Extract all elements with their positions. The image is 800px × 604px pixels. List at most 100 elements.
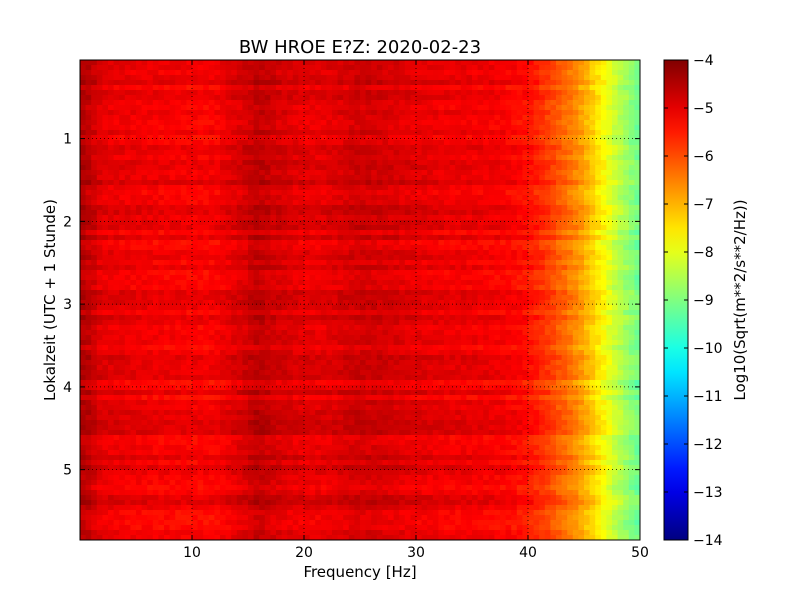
heatmap-cell bbox=[539, 65, 546, 71]
heatmap-cell bbox=[550, 225, 557, 231]
heatmap-cell bbox=[477, 80, 484, 86]
heatmap-cell bbox=[214, 105, 221, 111]
heatmap-cell bbox=[438, 265, 445, 271]
heatmap-cell bbox=[270, 170, 277, 176]
heatmap-cell bbox=[432, 170, 439, 176]
heatmap-cell bbox=[186, 270, 193, 276]
heatmap-cell bbox=[113, 195, 120, 201]
heatmap-cell bbox=[164, 300, 171, 306]
heatmap-cell bbox=[220, 285, 227, 291]
heatmap-cell bbox=[393, 290, 400, 296]
heatmap-cell bbox=[220, 255, 227, 261]
heatmap-cell bbox=[600, 255, 607, 261]
heatmap-cell bbox=[628, 140, 635, 146]
heatmap-cell bbox=[606, 150, 613, 156]
heatmap-cell bbox=[628, 70, 635, 76]
heatmap-cell bbox=[203, 220, 210, 226]
heatmap-cell bbox=[404, 135, 411, 141]
heatmap-cell bbox=[634, 185, 640, 191]
heatmap-cell bbox=[248, 250, 255, 256]
heatmap-cell bbox=[472, 250, 479, 256]
heatmap-cell bbox=[147, 285, 154, 291]
heatmap-cell bbox=[276, 225, 283, 231]
heatmap-cell bbox=[164, 255, 171, 261]
heatmap-cell bbox=[287, 140, 294, 146]
heatmap-cell bbox=[158, 300, 165, 306]
heatmap-cell bbox=[80, 210, 87, 216]
heatmap-cell bbox=[326, 290, 333, 296]
heatmap-cell bbox=[208, 235, 215, 241]
heatmap-cell bbox=[410, 185, 417, 191]
heatmap-cell bbox=[320, 300, 327, 306]
heatmap-cell bbox=[477, 175, 484, 181]
heatmap-cell bbox=[550, 100, 557, 106]
heatmap-cell bbox=[382, 305, 389, 311]
heatmap-cell bbox=[124, 205, 131, 211]
heatmap-cell bbox=[253, 250, 260, 256]
heatmap-cell bbox=[320, 215, 327, 221]
heatmap-cell bbox=[544, 130, 551, 136]
heatmap-cell bbox=[393, 130, 400, 136]
heatmap-cell bbox=[91, 175, 98, 181]
heatmap-cell bbox=[332, 135, 339, 141]
heatmap-cell bbox=[528, 140, 535, 146]
heatmap-cell bbox=[505, 165, 512, 171]
heatmap-cell bbox=[253, 270, 260, 276]
heatmap-cell bbox=[231, 65, 238, 71]
heatmap-cell bbox=[522, 205, 529, 211]
heatmap-cell bbox=[528, 275, 535, 281]
heatmap-cell bbox=[511, 305, 518, 311]
heatmap-cell bbox=[113, 180, 120, 186]
heatmap-cell bbox=[500, 245, 507, 251]
heatmap-cell bbox=[444, 255, 451, 261]
heatmap-cell bbox=[634, 115, 640, 121]
heatmap-cell bbox=[438, 250, 445, 256]
heatmap-cell bbox=[147, 185, 154, 191]
heatmap-cell bbox=[483, 160, 490, 166]
heatmap-cell bbox=[214, 180, 221, 186]
heatmap-cell bbox=[203, 170, 210, 176]
heatmap-cell bbox=[516, 270, 523, 276]
heatmap-cell bbox=[483, 300, 490, 306]
heatmap-cell bbox=[152, 200, 159, 206]
heatmap-cell bbox=[91, 295, 98, 301]
heatmap-cell bbox=[404, 240, 411, 246]
heatmap-cell bbox=[550, 305, 557, 311]
heatmap-cell bbox=[421, 85, 428, 91]
heatmap-cell bbox=[136, 140, 143, 146]
heatmap-cell bbox=[505, 295, 512, 301]
heatmap-cell bbox=[220, 185, 227, 191]
heatmap-cell bbox=[158, 190, 165, 196]
heatmap-cell bbox=[208, 205, 215, 211]
heatmap-cell bbox=[186, 135, 193, 141]
heatmap-cell bbox=[158, 110, 165, 116]
heatmap-cell bbox=[606, 275, 613, 281]
heatmap-cell bbox=[371, 240, 378, 246]
heatmap-cell bbox=[567, 110, 574, 116]
heatmap-cell bbox=[472, 205, 479, 211]
heatmap-cell bbox=[421, 250, 428, 256]
heatmap-cell bbox=[528, 160, 535, 166]
heatmap-cell bbox=[214, 65, 221, 71]
heatmap-cell bbox=[572, 160, 579, 166]
heatmap-cell bbox=[197, 75, 204, 81]
heatmap-cell bbox=[505, 260, 512, 266]
heatmap-cell bbox=[85, 250, 92, 256]
heatmap-cell bbox=[360, 190, 367, 196]
heatmap-cell bbox=[533, 270, 540, 276]
heatmap-cell bbox=[326, 300, 333, 306]
heatmap-cell bbox=[360, 130, 367, 136]
heatmap-cell bbox=[169, 90, 176, 96]
heatmap-cell bbox=[376, 250, 383, 256]
heatmap-cell bbox=[315, 120, 322, 126]
heatmap-cell bbox=[393, 240, 400, 246]
heatmap-cell bbox=[404, 225, 411, 231]
heatmap-cell bbox=[225, 155, 232, 161]
heatmap-cell bbox=[382, 245, 389, 251]
heatmap-cell bbox=[147, 175, 154, 181]
heatmap-area bbox=[80, 60, 640, 540]
heatmap-cell bbox=[326, 200, 333, 206]
heatmap-cell bbox=[113, 145, 120, 151]
heatmap-cell bbox=[276, 90, 283, 96]
heatmap-cell bbox=[197, 180, 204, 186]
